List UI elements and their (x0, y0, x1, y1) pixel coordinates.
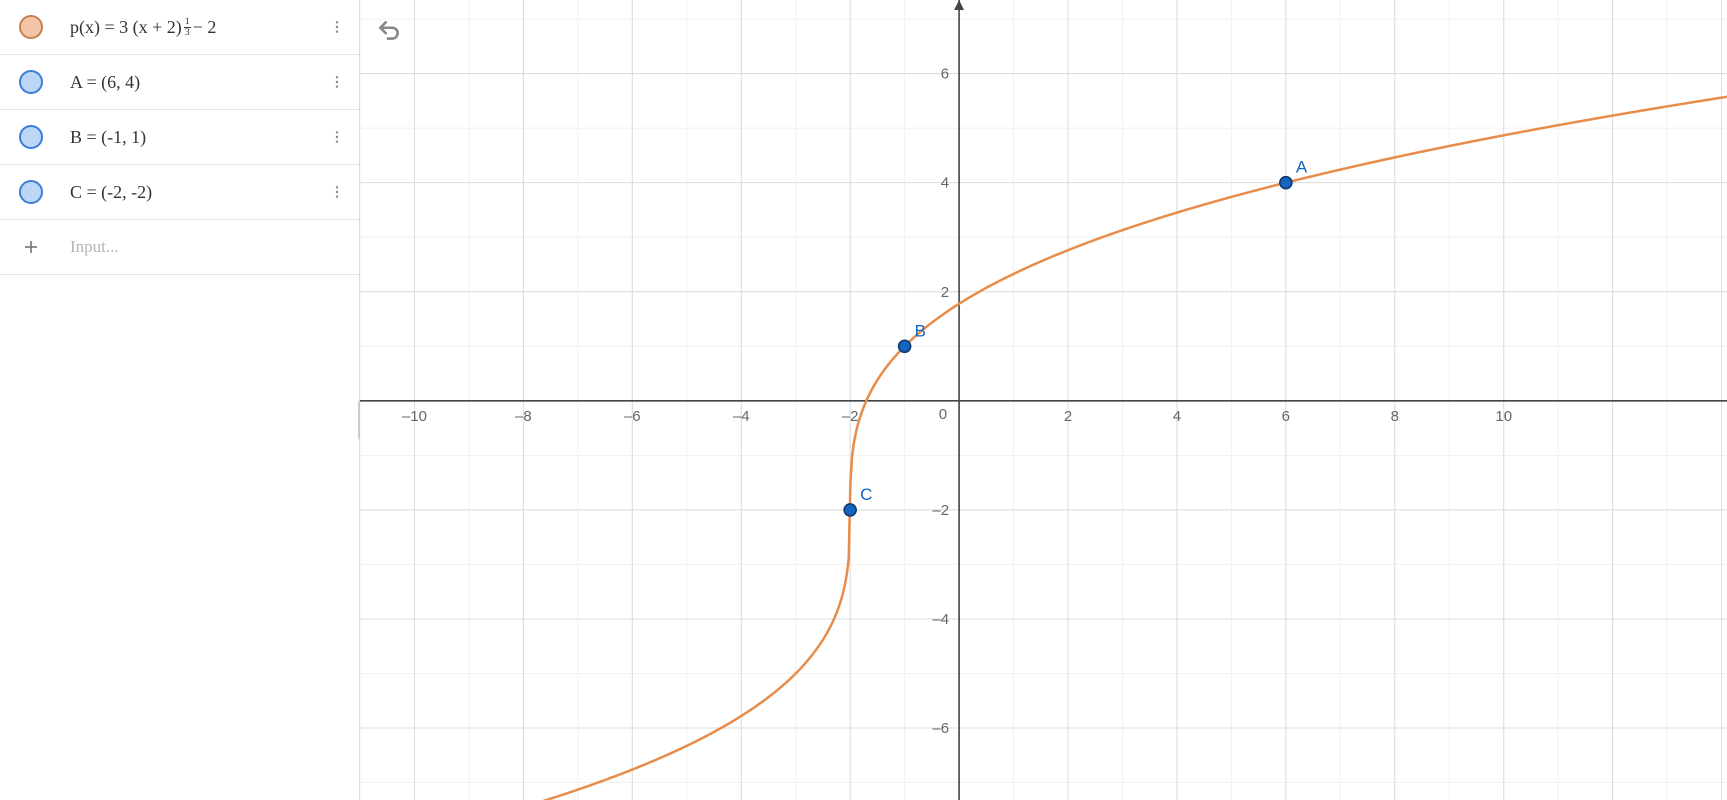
add-expression-row[interactable]: Input... (0, 220, 359, 275)
svg-text:0: 0 (939, 406, 947, 423)
svg-text:8: 8 (1391, 408, 1399, 425)
svg-text:C: C (860, 485, 872, 504)
svg-text:2: 2 (1064, 408, 1072, 425)
expression-text[interactable]: B = (-1, 1) (62, 127, 315, 148)
svg-text:–6: –6 (624, 408, 641, 425)
svg-text:6: 6 (1282, 408, 1290, 425)
expression-row[interactable]: B = (-1, 1) (0, 110, 359, 165)
svg-text:–6: –6 (932, 720, 949, 737)
svg-text:B: B (915, 321, 926, 340)
color-swatch[interactable] (0, 15, 62, 39)
row-menu-button[interactable] (315, 19, 359, 35)
color-swatch[interactable] (0, 180, 62, 204)
row-menu-button[interactable] (315, 184, 359, 200)
expression-sidebar: p(x) = 3 (x + 2)13 − 2 A = (6, 4) B = (-1,… (0, 0, 360, 800)
expression-text[interactable]: p(x) = 3 (x + 2)13 − 2 (62, 17, 315, 38)
expression-text[interactable]: A = (6, 4) (62, 72, 315, 93)
plot-svg: –10 –8 –6 –4 –2 0 2 4 6 8 10 –6 –4 –2 2 4 6 A B C (360, 0, 1727, 800)
undo-button[interactable] (376, 18, 402, 49)
expression-text[interactable]: C = (-2, -2) (62, 182, 315, 203)
expression-row[interactable]: A = (6, 4) (0, 55, 359, 110)
expression-row[interactable]: p(x) = 3 (x + 2)13 − 2 (0, 0, 359, 55)
svg-text:–4: –4 (733, 408, 750, 425)
svg-text:–2: –2 (842, 408, 859, 425)
svg-text:2: 2 (941, 284, 949, 301)
svg-text:–4: –4 (932, 611, 949, 628)
svg-text:4: 4 (1173, 408, 1181, 425)
row-menu-button[interactable] (315, 74, 359, 90)
expression-row[interactable]: C = (-2, -2) (0, 165, 359, 220)
svg-text:10: 10 (1495, 408, 1512, 425)
svg-text:A: A (1296, 158, 1308, 177)
svg-text:4: 4 (941, 175, 949, 192)
plus-icon (0, 238, 62, 256)
svg-text:–10: –10 (402, 408, 427, 425)
svg-text:6: 6 (941, 66, 949, 83)
svg-text:–2: –2 (932, 502, 949, 519)
row-menu-button[interactable] (315, 129, 359, 145)
color-swatch[interactable] (0, 125, 62, 149)
graph-canvas[interactable]: –10 –8 –6 –4 –2 0 2 4 6 8 10 –6 –4 –2 2 4 6 A B C (360, 0, 1727, 800)
svg-text:–8: –8 (515, 408, 532, 425)
expression-input[interactable]: Input... (62, 237, 359, 257)
color-swatch[interactable] (0, 70, 62, 94)
